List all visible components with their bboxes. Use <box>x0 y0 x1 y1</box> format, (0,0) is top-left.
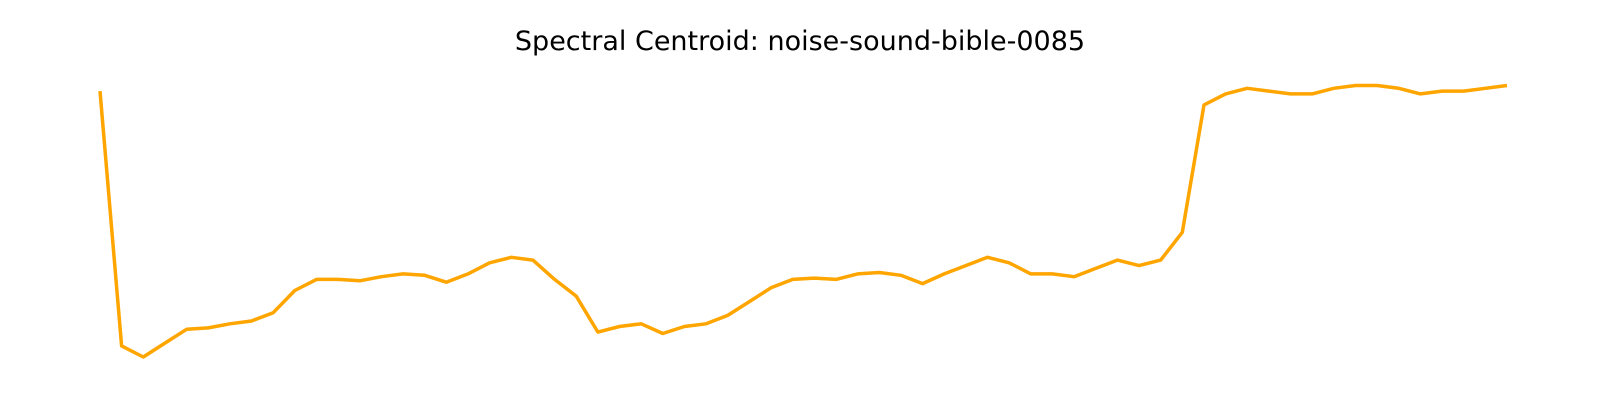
chart-title: Spectral Centroid: noise-sound-bible-008… <box>514 26 1086 57</box>
series-line-0 <box>98 83 1508 359</box>
series-layer <box>98 83 1508 359</box>
